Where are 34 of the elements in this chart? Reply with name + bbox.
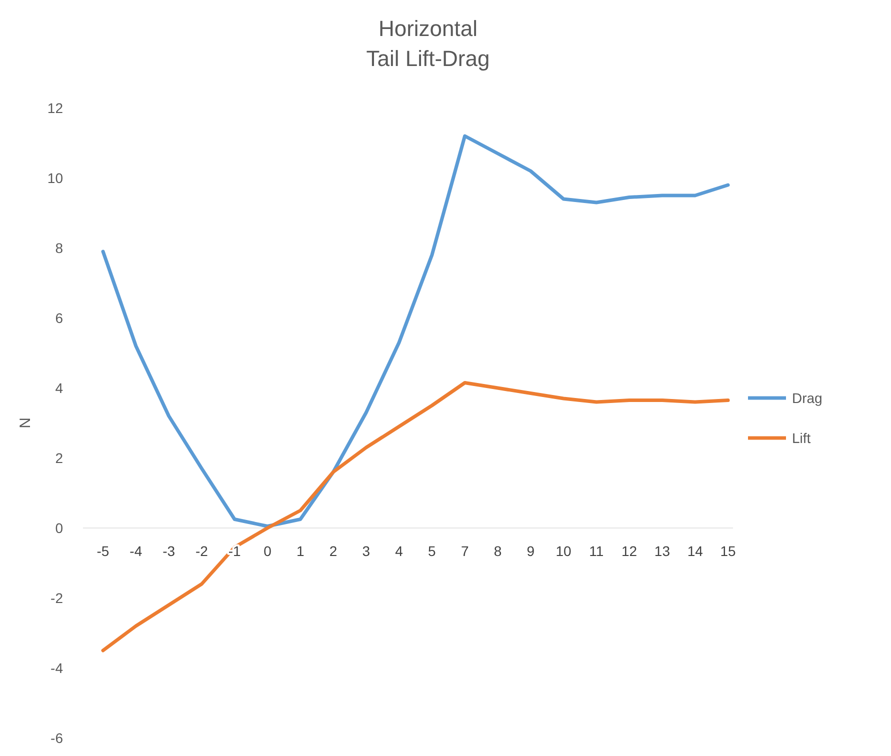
y-tick-label: 2 — [55, 450, 64, 466]
y-tick-label: 12 — [47, 100, 64, 116]
y-tick-label: 0 — [55, 520, 64, 536]
y-tick-label: 8 — [55, 240, 64, 256]
x-tick-label: -4 — [130, 543, 142, 559]
y-tick-label: 6 — [55, 310, 64, 326]
legend-label: Drag — [792, 390, 822, 406]
legend-label: Lift — [792, 430, 811, 446]
y-tick-label: -4 — [50, 660, 64, 676]
x-tick-label: 7 — [460, 543, 469, 559]
x-tick-label: 1 — [296, 543, 304, 559]
x-tick-label: 12 — [622, 543, 638, 559]
x-tick-label: 3 — [362, 543, 370, 559]
x-tick-label: 4 — [395, 543, 404, 559]
x-tick-label: 2 — [329, 543, 338, 559]
y-tick-label: 4 — [55, 380, 64, 396]
x-tick-label: 13 — [654, 543, 670, 559]
x-tick-label: 11 — [589, 543, 604, 559]
y-tick-label: -6 — [50, 730, 64, 746]
x-tick-label: -2 — [195, 543, 208, 559]
y-tick-label: -2 — [50, 590, 64, 606]
x-tick-label: 14 — [687, 543, 704, 559]
x-tick-label: 0 — [264, 543, 272, 559]
x-tick-label: -5 — [96, 543, 110, 559]
x-tick-label: 15 — [720, 543, 736, 559]
x-tick-label: -3 — [162, 543, 176, 559]
x-tick-label: 5 — [428, 543, 436, 559]
y-tick-label: 10 — [47, 170, 64, 186]
line-series — [101, 134, 730, 528]
x-tick-label: 9 — [526, 543, 535, 559]
x-tick-label: 8 — [494, 543, 502, 559]
y-axis-title: N — [17, 418, 34, 428]
chart-title: Horizontal Tail Lift-Drag — [366, 16, 490, 71]
x-tick-label: 10 — [556, 543, 572, 559]
